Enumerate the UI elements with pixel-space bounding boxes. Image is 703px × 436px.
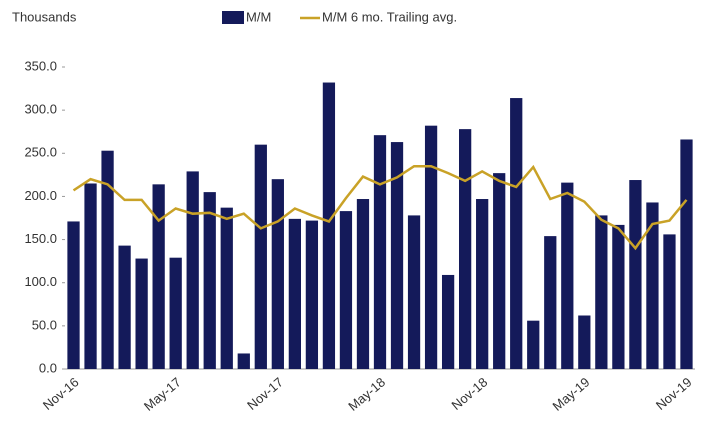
- x-tick-label: Nov-18: [449, 374, 491, 412]
- bar: [390, 142, 404, 369]
- legend-label: M/M 6 mo. Trailing avg.: [322, 9, 457, 24]
- y-tick-label: 100.0: [24, 274, 57, 289]
- bar: [663, 234, 676, 369]
- bar: [680, 139, 693, 369]
- y-tick-label: 150.0: [24, 231, 57, 246]
- bar: [254, 144, 267, 369]
- y-tick-label: 250.0: [24, 145, 57, 160]
- y-axis-label: Thousands: [12, 9, 77, 24]
- bar: [186, 171, 199, 369]
- y-tick-label: 300.0: [24, 102, 57, 117]
- x-tick-label: Nov-17: [244, 374, 286, 412]
- y-tick-label: 0.0: [39, 360, 57, 375]
- x-tick-label: May-18: [345, 374, 388, 413]
- bar: [288, 218, 301, 369]
- bar: [459, 129, 472, 369]
- bar: [373, 135, 387, 369]
- bar: [101, 150, 114, 369]
- x-tick-label: Nov-19: [653, 374, 695, 412]
- bar: [271, 179, 284, 369]
- bar: [441, 274, 455, 369]
- x-tick-label: May-19: [550, 374, 593, 413]
- bar: [476, 199, 489, 369]
- bar: [544, 236, 557, 369]
- legend-swatch-bar: [222, 11, 244, 24]
- bar: [305, 220, 319, 369]
- bar: [424, 125, 438, 369]
- bar: [578, 315, 591, 369]
- line: [72, 164, 688, 251]
- bar: [629, 180, 642, 369]
- bar: [493, 173, 506, 369]
- bar: [595, 215, 608, 369]
- y-tick-label: 350.0: [24, 58, 57, 73]
- bar: [356, 199, 370, 369]
- bar: [203, 192, 216, 369]
- bar: [322, 82, 336, 369]
- bar: [527, 320, 540, 369]
- x-tick-label: May-17: [141, 374, 184, 413]
- bar: [135, 258, 148, 369]
- bar: [612, 224, 625, 369]
- bar: [646, 202, 659, 369]
- bar: [339, 211, 353, 369]
- bar: [510, 98, 523, 369]
- y-tick-label: 50.0: [32, 317, 57, 332]
- bar: [118, 245, 131, 369]
- x-tick-label: Nov-16: [40, 374, 82, 412]
- y-tick-label: 200.0: [24, 188, 57, 203]
- bar: [561, 182, 574, 369]
- bar: [152, 184, 165, 369]
- bar: [84, 183, 97, 369]
- bar: [169, 257, 182, 369]
- bar: [407, 215, 421, 369]
- bar: [67, 221, 80, 369]
- legend-label: M/M: [246, 9, 271, 24]
- bar: [237, 353, 250, 369]
- bar: [220, 207, 233, 369]
